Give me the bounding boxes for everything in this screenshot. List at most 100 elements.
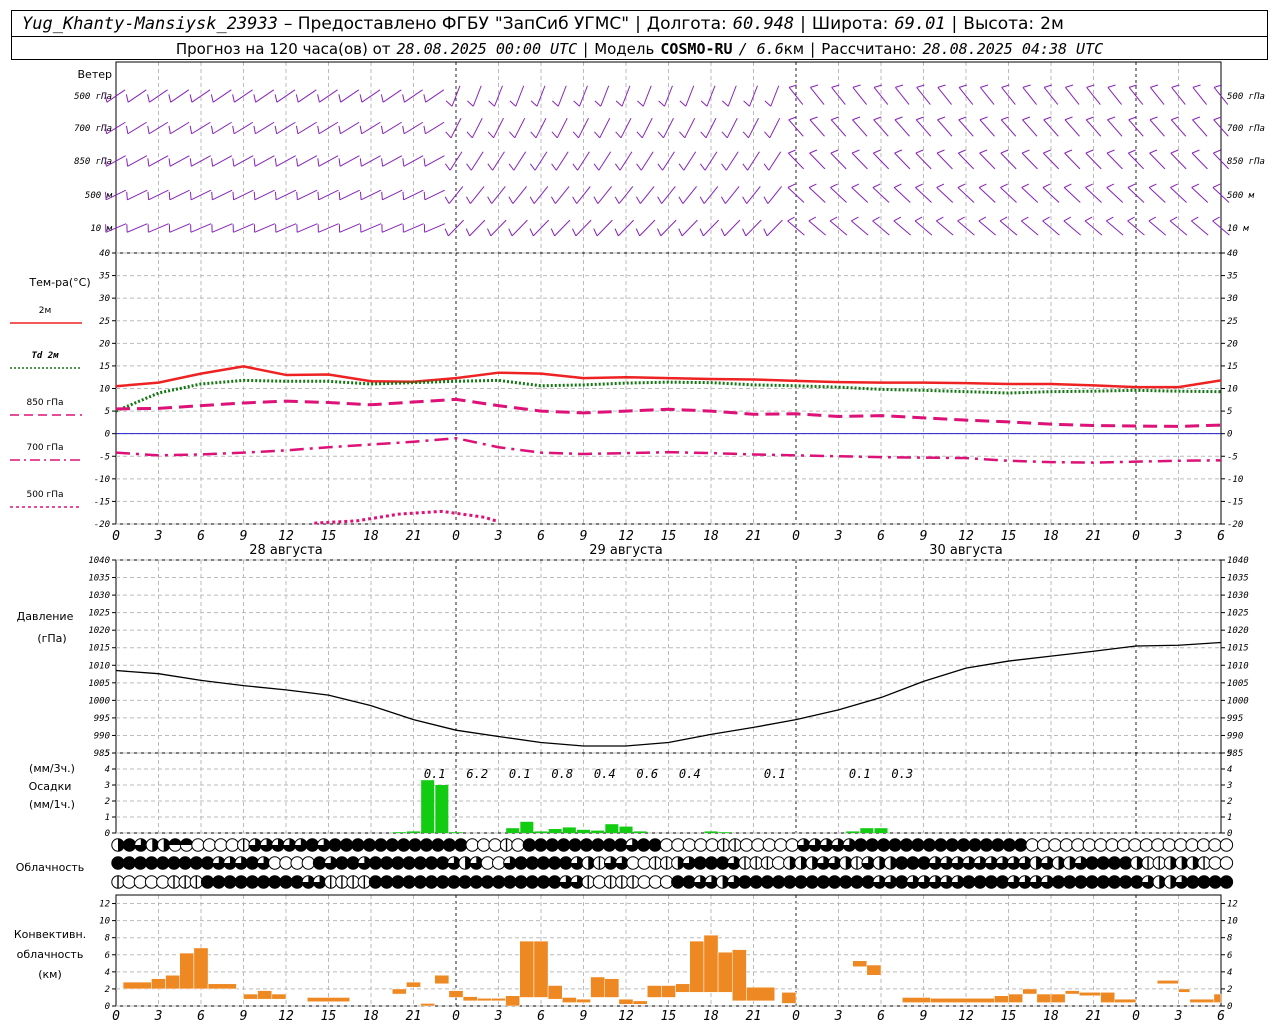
wind-barb-staff	[662, 151, 675, 171]
wind-barb-staff	[1022, 87, 1037, 105]
cloud-three-quarter	[1041, 856, 1054, 870]
wind-barb-staff	[620, 117, 632, 139]
pressure-axis-tick-label-right: 1040	[1227, 556, 1249, 566]
conv-bar	[434, 975, 450, 985]
cloud-full	[805, 875, 819, 889]
hour-tick-label-bottom: 6	[537, 1009, 545, 1024]
cloud-cover-symbol	[1219, 838, 1234, 852]
precip-bar	[633, 831, 647, 833]
cloud-cover-symbol	[603, 875, 618, 889]
cloud-cover-symbol	[682, 875, 696, 889]
conv-bar	[930, 998, 995, 1003]
wind-barb-staff	[191, 121, 211, 135]
wind-barb-flag	[168, 125, 171, 134]
wind-barb-flag	[978, 183, 987, 188]
cloud-full	[1052, 875, 1065, 889]
cloud-cover-symbol	[839, 856, 853, 870]
wind-barb-flag	[874, 84, 882, 88]
cloud-three-quarter	[940, 875, 953, 889]
cloud-cover-symbol	[1152, 856, 1166, 870]
cloud-circle	[762, 838, 777, 852]
wind-barb-flag	[253, 191, 256, 200]
wind-level-label: 10 м	[90, 224, 112, 234]
cloud-cover-symbol	[339, 838, 354, 852]
wind-barb-staff	[852, 119, 868, 137]
pressure-axis-tick-label-left: 1010	[88, 661, 110, 671]
wind-barb-staff	[596, 219, 613, 237]
pressure-axis-tick-label-right: 1025	[1227, 609, 1249, 619]
wind-barb-staff	[513, 151, 527, 171]
cloud-circle	[1196, 838, 1211, 852]
wind-barb-flag	[253, 158, 256, 167]
wind-barb-flag	[253, 94, 257, 103]
wind-barb-staff	[1042, 187, 1060, 203]
cloud-cover-symbol	[545, 838, 559, 852]
cloud-cover-symbol	[234, 875, 248, 889]
cloud-cover-symbol	[200, 875, 215, 889]
wind-barb-staff	[1086, 87, 1101, 105]
precip-axis-tick-label-left: 0	[105, 829, 110, 839]
wind-barb-flag	[552, 100, 559, 107]
wind-barb-staff	[382, 121, 402, 135]
cloud-cover-symbol	[157, 838, 171, 852]
cloud-cover-symbol	[447, 875, 461, 889]
wind-barb-staff	[403, 223, 424, 233]
cloud-cover-symbol	[1007, 875, 1021, 889]
conv-axis-tick-label-left: 2	[105, 985, 110, 995]
wind-barb-flag	[487, 163, 493, 171]
wind-barb-staff	[425, 121, 445, 135]
cloud-cover-symbol	[234, 856, 248, 870]
cloud-cover-symbol	[1040, 875, 1054, 889]
conv-bar	[519, 940, 535, 998]
precip-bar	[435, 785, 449, 833]
wind-barb-flag	[915, 183, 923, 188]
wind-barb-staff	[1127, 187, 1145, 203]
wind-barb-flag	[530, 100, 538, 107]
wind-barb-flag	[615, 131, 622, 139]
cloud-cover-symbol	[547, 875, 562, 889]
cloud-cover-symbol	[783, 875, 797, 889]
wind-barb-staff	[1107, 119, 1123, 137]
cloud-cover-symbol	[888, 838, 902, 852]
wind-barb-staff	[1192, 119, 1208, 137]
pressure-axis-tick-label-right: 990	[1227, 731, 1243, 741]
cloud-circle	[122, 875, 136, 889]
cloud-three-quarter	[929, 856, 942, 870]
wind-barb-staff	[1001, 87, 1016, 105]
cloud-cover-symbol	[625, 838, 639, 852]
cloud-full	[996, 875, 1009, 889]
cloud-cover-symbol	[454, 838, 468, 852]
cloud-full	[402, 856, 416, 870]
cloud-cover-symbol	[223, 856, 237, 870]
cloud-full	[246, 875, 259, 889]
cloud-half	[163, 838, 170, 852]
cloud-three-quarter	[1007, 875, 1020, 889]
cloud-three-quarter	[973, 856, 987, 870]
cloud-circle	[694, 838, 708, 852]
wind-barb-flag	[872, 183, 881, 188]
cloud-circle	[301, 856, 316, 870]
wind-barb-flag	[295, 94, 299, 103]
cloud-cover-symbol	[962, 856, 976, 870]
cloud-cover-symbol	[1107, 856, 1122, 870]
cloud-half	[1170, 875, 1177, 889]
cloud-circle	[739, 838, 754, 852]
cloud-cover-symbol	[178, 875, 192, 889]
cloud-cover-symbol	[469, 856, 483, 870]
cloud-circle	[659, 838, 674, 852]
wind-barb-staff	[211, 223, 233, 233]
model-resolution: / 6.6	[738, 39, 784, 58]
wind-barb-flag	[743, 100, 750, 107]
cloud-cover-symbol	[865, 838, 879, 852]
wind-barb-staff	[491, 186, 506, 204]
cloud-cover-symbol	[301, 875, 316, 889]
cloud-three-quarter	[917, 875, 931, 889]
cloud-cover-symbol	[156, 856, 170, 870]
hour-tick-label-bottom: 0	[452, 1009, 460, 1024]
provider-prefix: – Предоставлено ФГБУ	[283, 13, 489, 34]
conv-bar	[1178, 988, 1191, 993]
cloud-cover-symbol	[488, 838, 502, 852]
wind-barb-flag	[1022, 116, 1031, 121]
wind-barb-flag	[852, 84, 861, 88]
wind-barb-flag	[423, 158, 426, 167]
